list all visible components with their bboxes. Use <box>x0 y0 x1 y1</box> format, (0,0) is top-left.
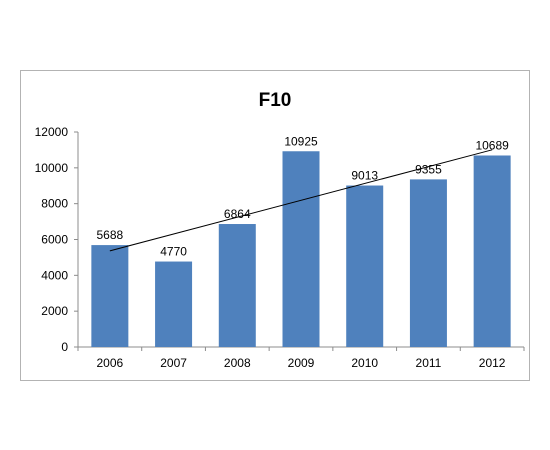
data-label: 9355 <box>415 162 442 176</box>
x-tick-label: 2009 <box>288 356 315 370</box>
y-tick-label: 0 <box>61 340 68 354</box>
y-tick-label: 6000 <box>41 233 68 247</box>
y-tick-label: 2000 <box>41 304 68 318</box>
data-label: 5688 <box>97 228 124 242</box>
trendline-line <box>109 149 493 252</box>
trendline <box>109 149 493 252</box>
data-label: 10925 <box>284 134 318 148</box>
y-tick-label: 8000 <box>41 197 68 211</box>
chart-title: F10 <box>259 90 292 111</box>
y-tick-label: 4000 <box>41 268 68 282</box>
x-tick-label: 2008 <box>224 356 251 370</box>
bar <box>473 155 511 347</box>
bar <box>409 179 447 347</box>
y-tick-label: 12000 <box>35 125 69 139</box>
bar <box>282 151 320 347</box>
data-label: 10689 <box>475 138 509 152</box>
data-label: 9013 <box>351 169 378 183</box>
data-label: 6864 <box>224 207 251 221</box>
x-tick-label: 2006 <box>97 356 124 370</box>
data-label: 4770 <box>160 245 187 259</box>
bar <box>91 245 129 347</box>
bar <box>346 185 384 347</box>
bars <box>91 151 511 347</box>
x-axis: 2006 2007 2008 2009 2010 2011 2012 <box>77 346 525 370</box>
bar <box>155 261 193 347</box>
y-tick-label: 10000 <box>35 161 69 175</box>
x-tick-label: 2007 <box>160 356 187 370</box>
x-tick-label: 2010 <box>351 356 378 370</box>
x-tick-label: 2011 <box>416 356 442 370</box>
x-tick-label: 2012 <box>479 356 506 370</box>
bar <box>218 224 256 347</box>
data-labels: 5688 4770 6864 10925 9013 9355 10689 <box>97 134 510 258</box>
y-axis: 0 2000 4000 6000 8000 10000 12000 <box>35 125 79 354</box>
